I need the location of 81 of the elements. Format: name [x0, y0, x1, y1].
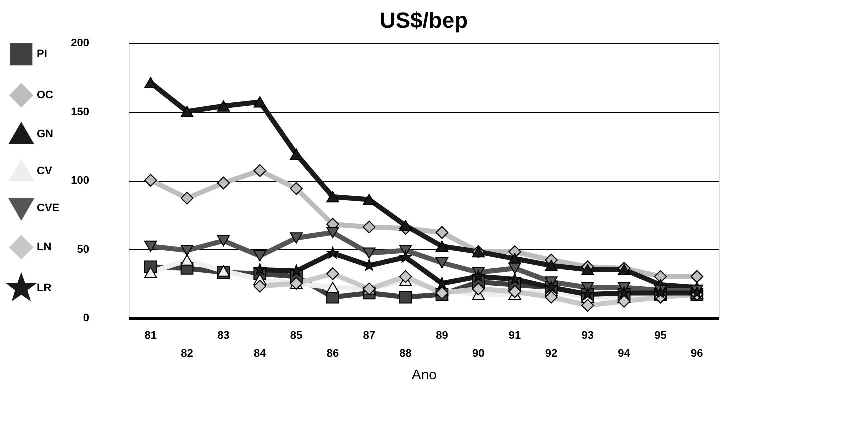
point [399, 290, 412, 304]
x-tick-label: 85 [290, 330, 303, 342]
point [144, 240, 158, 252]
point [618, 295, 631, 308]
y-tick-label: 0 [83, 312, 90, 324]
point [144, 174, 158, 187]
point [508, 262, 522, 274]
x-tick-label: 89 [436, 330, 448, 342]
point [618, 286, 630, 299]
point [581, 299, 594, 312]
y-tick-label: 150 [71, 106, 90, 118]
point [217, 266, 230, 277]
legend-label: CV [37, 166, 53, 178]
x-tick-label: 88 [400, 348, 412, 360]
point [362, 248, 376, 259]
x-axis-title: Ano [412, 366, 438, 382]
point [508, 273, 522, 285]
point [400, 251, 412, 263]
x-tick-label: 86 [326, 348, 340, 360]
legend-label: LN [37, 242, 52, 254]
point [654, 270, 668, 284]
point [545, 290, 558, 304]
point [180, 254, 194, 266]
x-tick-label: 81 [144, 330, 157, 342]
point [180, 245, 194, 256]
point [290, 148, 303, 160]
legend-label: PI [37, 48, 48, 60]
point [180, 192, 194, 205]
y-tick-label: 200 [71, 38, 90, 50]
point [217, 235, 230, 247]
point [581, 264, 594, 276]
x-tick-label: 92 [545, 348, 558, 360]
point [326, 282, 340, 294]
point [217, 100, 230, 112]
x-tick-label: 84 [254, 348, 268, 360]
point [254, 263, 266, 276]
x-tick-label: 95 [654, 330, 667, 342]
chart-title: US$/bep [380, 8, 468, 33]
x-tick-label: 87 [363, 330, 376, 342]
point [180, 106, 194, 118]
point [254, 164, 267, 178]
point [399, 220, 412, 232]
point [436, 277, 448, 289]
point [326, 227, 340, 238]
point [436, 257, 449, 269]
point [508, 285, 522, 298]
point [472, 282, 486, 296]
point [254, 280, 267, 293]
legend-label: GN [37, 128, 54, 140]
legend-label: LR [37, 282, 52, 294]
point [254, 96, 267, 108]
legend-label: CVE [37, 202, 60, 214]
x-tick-label: 90 [472, 348, 485, 360]
y-tick-label: 100 [71, 175, 90, 187]
point [362, 220, 376, 234]
x-tick-label: 82 [181, 348, 194, 360]
point [363, 259, 376, 272]
point [326, 191, 340, 203]
point [436, 226, 449, 240]
point [254, 250, 267, 262]
point [290, 182, 303, 196]
point [290, 264, 303, 277]
point [545, 260, 558, 272]
point [362, 194, 376, 206]
x-tick-label: 93 [582, 330, 594, 342]
x-tick-label: 94 [618, 348, 632, 360]
point [326, 246, 340, 259]
point [144, 77, 158, 88]
point [144, 267, 158, 278]
x-tick-label: 96 [691, 348, 704, 360]
y-tick-label: 50 [77, 244, 90, 256]
legend-label: OC [37, 90, 54, 102]
point [217, 176, 230, 190]
point [690, 270, 704, 284]
x-tick-label: 83 [218, 330, 230, 342]
point [399, 270, 412, 284]
point [436, 240, 449, 252]
point [290, 232, 303, 244]
x-tick-label: 91 [508, 330, 522, 342]
point [472, 270, 485, 282]
point [326, 268, 340, 280]
